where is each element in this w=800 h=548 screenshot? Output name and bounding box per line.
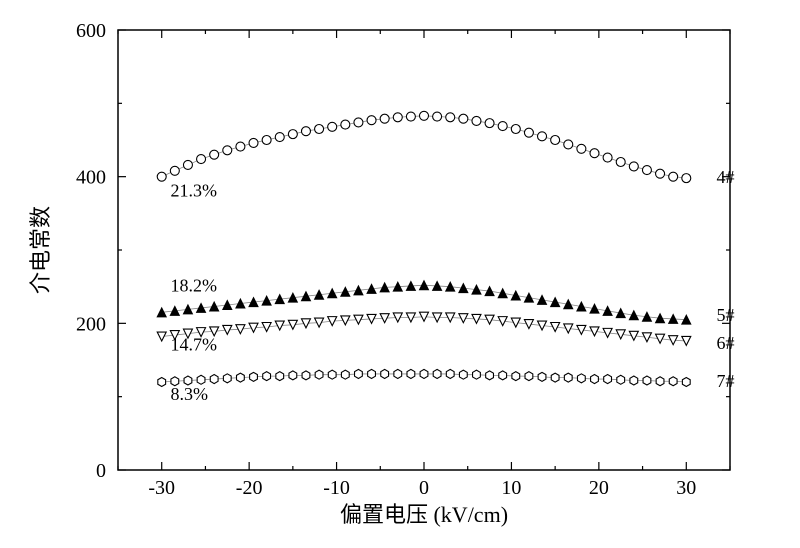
y-tick-label: 600: [76, 20, 106, 42]
x-tick-label: -10: [323, 477, 350, 499]
series-6#: [157, 312, 691, 345]
x-tick-label: 20: [589, 477, 609, 499]
x-tick-label: 30: [676, 477, 696, 499]
chart-svg: -30 -20 -10 0 10 20 30 0 200 400 600 偏置电压 (kV/cm) 介电…: [0, 0, 800, 548]
pct-label-5#: 18.2%: [170, 276, 217, 296]
y-tick-label: 400: [76, 167, 106, 189]
pct-label-6#: 14.7%: [170, 334, 217, 354]
y-tick-label: 200: [76, 313, 106, 335]
series-label-6#: 6#: [717, 333, 735, 353]
x-tick-label: -30: [148, 477, 175, 499]
dielectric-constant-chart: -30 -20 -10 0 10 20 30 0 200 400 600 偏置电压 (kV/cm) 介电…: [0, 0, 800, 548]
plot-frame: [118, 30, 730, 470]
series-4#: [157, 111, 691, 182]
pct-label-4#: 21.3%: [170, 180, 217, 200]
series-7#: [158, 369, 690, 386]
x-tick-label: 10: [501, 477, 521, 499]
pct-label-7#: 8.3%: [170, 384, 208, 404]
x-tick-label: 0: [419, 477, 429, 499]
series-label-4#: 4#: [717, 167, 735, 187]
y-axis-title: 介电常数: [28, 206, 53, 294]
series-label-5#: 5#: [717, 305, 735, 325]
series-label-7#: 7#: [717, 371, 735, 391]
x-axis-title: 偏置电压 (kV/cm): [340, 502, 508, 527]
y-tick-label: 0: [96, 460, 106, 482]
x-tick-label: -20: [236, 477, 263, 499]
